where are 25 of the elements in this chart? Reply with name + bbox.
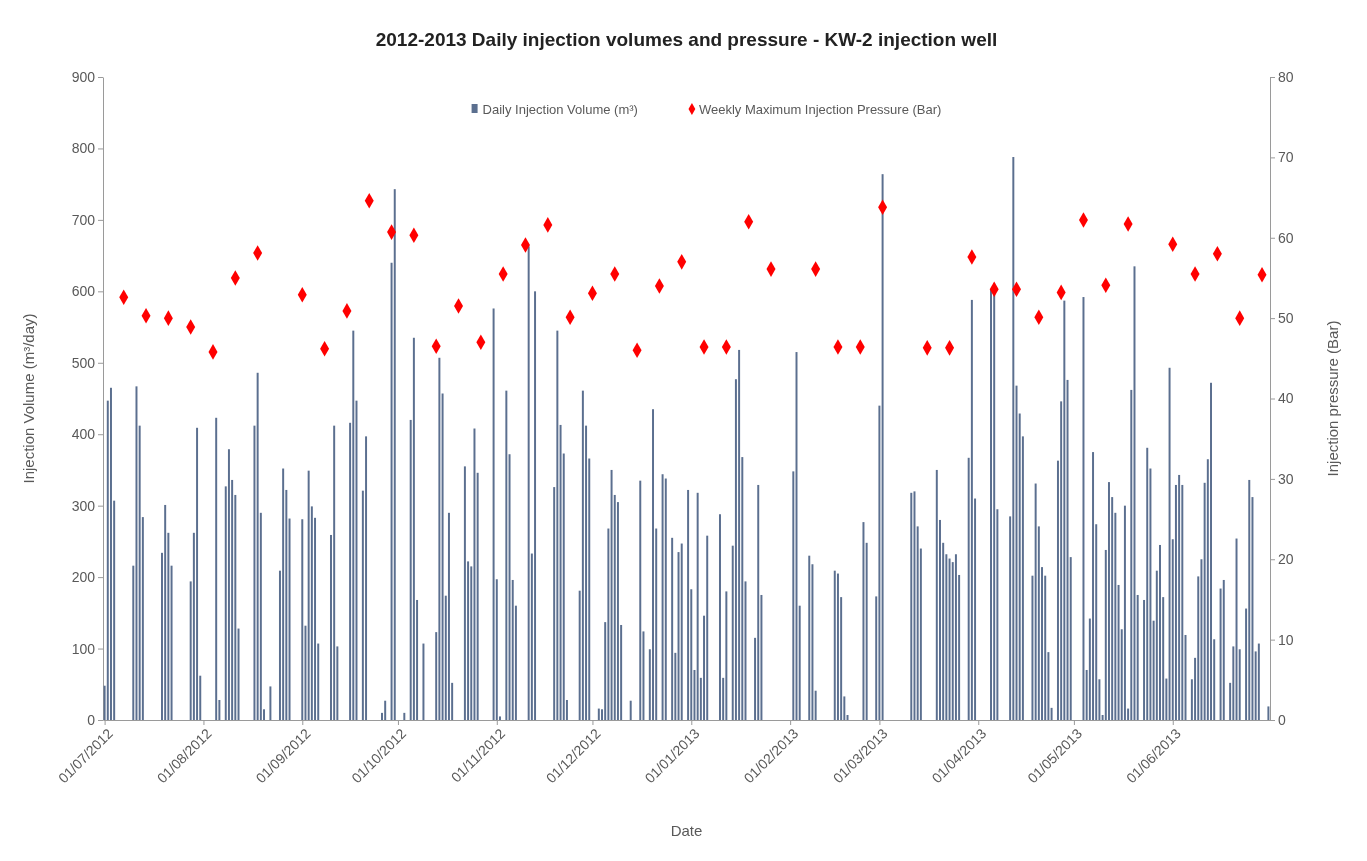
legend-label: Weekly Maximum Injection Pressure (Bar) xyxy=(698,101,942,117)
legend-label: Daily Injection Volume (m³) xyxy=(482,101,638,117)
y2-tick-label: 70 xyxy=(1278,149,1294,166)
y-tick-label: 100 xyxy=(71,640,96,657)
y2-tick-label: 80 xyxy=(1278,68,1294,85)
chart-title: 2012-2013 Daily injection volumes and pressure - KW-2 injection well xyxy=(375,29,998,50)
y-tick-label: 0 xyxy=(87,711,96,728)
y2-tick-label: 40 xyxy=(1278,390,1294,407)
y-tick-label: 800 xyxy=(71,140,96,157)
y2-tick-label: 10 xyxy=(1278,631,1294,648)
y-tick-label: 900 xyxy=(71,68,96,85)
y2-tick-label: 20 xyxy=(1278,551,1294,568)
y2-axis-title: Injection pressure (Bar) xyxy=(1324,320,1341,477)
y-tick-label: 400 xyxy=(71,426,96,443)
y-tick-label: 700 xyxy=(71,211,96,228)
y-tick-label: 200 xyxy=(71,569,96,586)
y2-tick-label: 60 xyxy=(1278,229,1294,246)
y2-tick-label: 0 xyxy=(1278,711,1286,728)
y-tick-label: 500 xyxy=(71,354,96,371)
y-tick-label: 300 xyxy=(71,497,96,514)
y2-tick-label: 50 xyxy=(1278,310,1294,327)
x-axis-title: Date xyxy=(670,822,703,839)
y-tick-label: 600 xyxy=(71,283,96,300)
y2-tick-label: 30 xyxy=(1278,470,1294,487)
y-axis-title: Injection Volume (m³/day) xyxy=(20,313,37,484)
